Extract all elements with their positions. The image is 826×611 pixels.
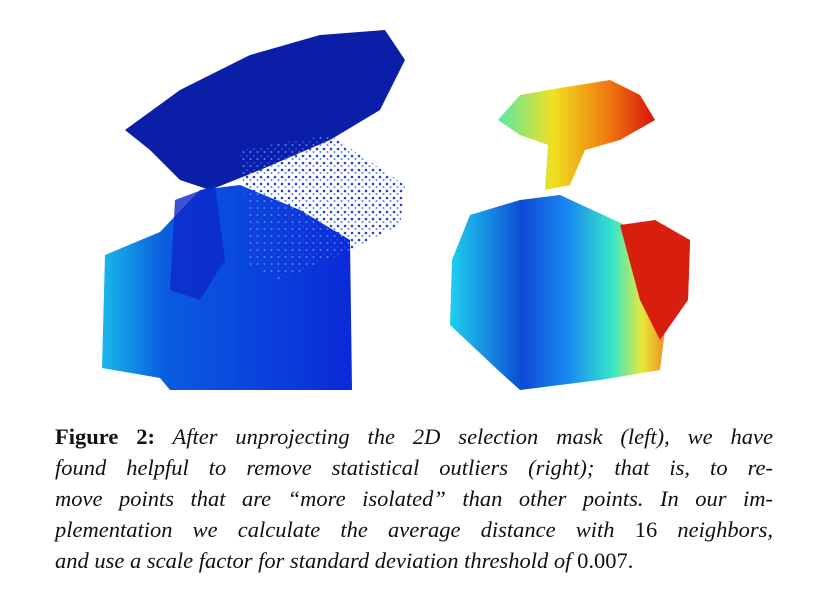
caption-line: Figure 2: After unprojecting the 2D sele… bbox=[55, 421, 773, 452]
caption-line: move points that are “more isolated” tha… bbox=[55, 483, 773, 514]
caption-line: and use a scale factor for standard devi… bbox=[55, 545, 773, 576]
figure-images bbox=[102, 30, 690, 390]
right-point-cloud bbox=[450, 80, 690, 390]
caption-text: . bbox=[627, 548, 634, 573]
figure-caption: Figure 2: After unprojecting the 2D sele… bbox=[55, 421, 773, 576]
caption-text: plementation we calculate the average di… bbox=[55, 517, 635, 542]
caption-text: move points that are “more isolated” tha… bbox=[55, 486, 773, 511]
caption-text: After unprojecting the 2D selection mask… bbox=[172, 424, 774, 449]
caption-text: and use a scale factor for standard devi… bbox=[55, 548, 578, 573]
left-point-cloud bbox=[102, 30, 405, 390]
caption-label: Figure 2: bbox=[55, 424, 155, 449]
caption-number: 0.007 bbox=[577, 548, 628, 573]
caption-text: found helpful to remove statistical outl… bbox=[55, 455, 773, 480]
caption-text: neighbors, bbox=[657, 517, 773, 542]
caption-number: 16 bbox=[634, 517, 658, 542]
caption-line: plementation we calculate the average di… bbox=[55, 514, 773, 545]
caption-line: found helpful to remove statistical outl… bbox=[55, 452, 773, 483]
